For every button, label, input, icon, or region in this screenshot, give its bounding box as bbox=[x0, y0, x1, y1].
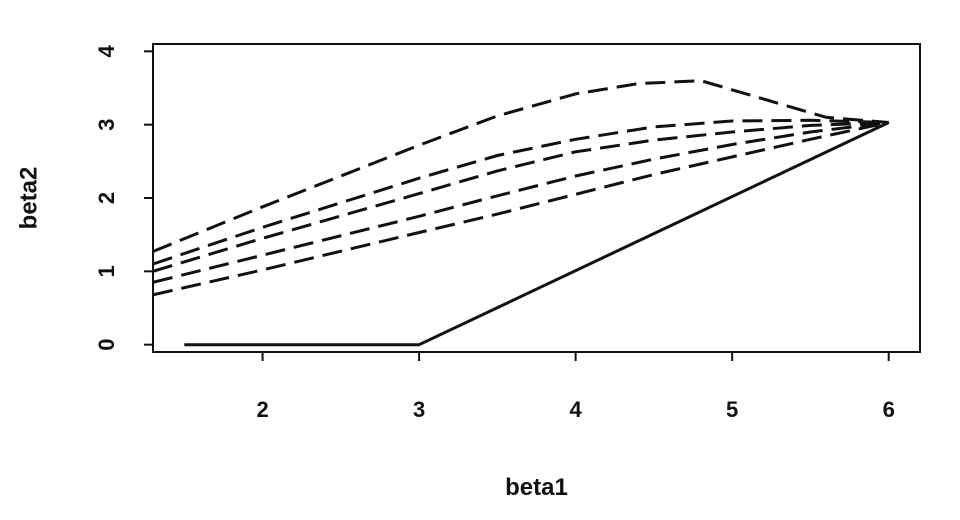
series-line-4 bbox=[152, 121, 889, 273]
y-axis: 0 1 2 3 4 bbox=[94, 44, 153, 351]
y-tick-label: 4 bbox=[94, 44, 119, 57]
plot-frame bbox=[152, 43, 921, 353]
series-line-6 bbox=[152, 121, 890, 297]
x-axis-title: beta1 bbox=[505, 474, 568, 501]
y-tick-label: 1 bbox=[94, 265, 119, 277]
x-tick-label: 6 bbox=[883, 397, 895, 422]
y-tick-label: 2 bbox=[94, 192, 119, 204]
x-tick-label: 5 bbox=[726, 397, 738, 422]
series-layer bbox=[152, 79, 890, 347]
x-axis: 2 3 4 5 6 bbox=[256, 352, 895, 422]
y-tick-label: 3 bbox=[94, 119, 119, 131]
series-line-5 bbox=[152, 121, 889, 284]
x-tick-label: 3 bbox=[413, 397, 425, 422]
x-tick-label: 4 bbox=[570, 397, 583, 422]
series-line-1 bbox=[184, 121, 890, 347]
y-tick-label: 0 bbox=[94, 339, 119, 351]
series-line-3 bbox=[152, 118, 889, 266]
y-axis-title: beta2 bbox=[15, 167, 42, 230]
series-line-2 bbox=[152, 79, 889, 253]
x-tick-label: 2 bbox=[256, 397, 268, 422]
